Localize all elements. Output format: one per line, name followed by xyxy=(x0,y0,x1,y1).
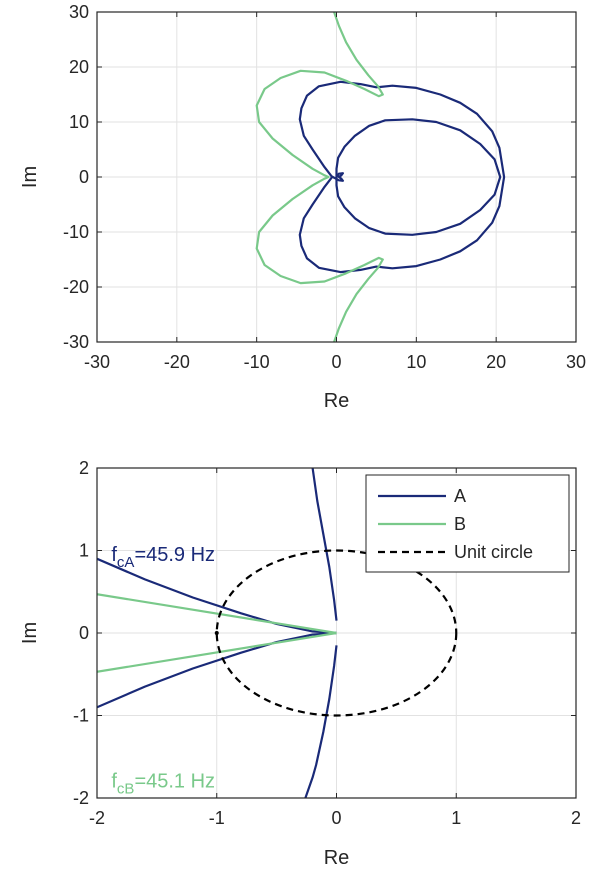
legend: AB Unit circle xyxy=(365,474,570,573)
y-tick-label: -10 xyxy=(63,222,89,242)
y-tick-label: -2 xyxy=(73,788,89,808)
y-tick-label: 1 xyxy=(79,541,89,561)
annotation-cutoff-B: fcB=45.1 Hz xyxy=(111,770,215,797)
x-axis-label: Re xyxy=(324,847,350,869)
y-tick-label: -30 xyxy=(63,332,89,352)
x-tick-label: -1 xyxy=(209,808,225,828)
x-tick-label: 20 xyxy=(486,352,506,372)
series-A-line xyxy=(97,631,337,709)
series-A-line xyxy=(304,645,338,798)
y-tick-label: 0 xyxy=(79,623,89,643)
series-B-line xyxy=(255,12,384,342)
legend-label-unit: Unit circle xyxy=(454,542,533,562)
y-axis-label: Im xyxy=(19,622,41,644)
y-tick-label: 10 xyxy=(69,112,89,132)
series-group xyxy=(97,468,458,798)
chart-panel-1: -30 -20 -10 0 10 20 30 30 20 10 0 -10 -20 -30 Re Im xyxy=(19,2,586,412)
series-A-inner-line xyxy=(335,118,502,236)
y-tick-label: 0 xyxy=(79,167,89,187)
y-tick-label: 30 xyxy=(69,2,89,22)
y-axis-label: Im xyxy=(19,166,41,188)
y-tick-label: 2 xyxy=(79,458,89,478)
x-tick-label: 1 xyxy=(451,808,461,828)
critical-point-marker xyxy=(214,631,219,635)
chart-panel-2: -2 -1 0 1 2 2 1 0 -1 -2 Re Im fcA=45.9 Hz fcB=45.1 Hz… xyxy=(19,458,581,869)
x-tick-label: -30 xyxy=(84,352,110,372)
annotation-cutoff-A: fcA=45.9 Hz xyxy=(111,544,215,571)
legend-label-A: A xyxy=(454,486,466,506)
x-tick-label: -20 xyxy=(164,352,190,372)
series-A-line xyxy=(97,557,337,635)
y-tick-label: 20 xyxy=(69,57,89,77)
x-tick-label: -2 xyxy=(89,808,105,828)
series-unit-circle xyxy=(215,549,458,717)
x-axis-label: Re xyxy=(324,390,350,412)
series-A-line xyxy=(311,468,338,621)
x-tick-label: -10 xyxy=(244,352,270,372)
series-B-line xyxy=(97,631,337,673)
legend-label-B: B xyxy=(454,514,466,534)
x-tick-label: 0 xyxy=(331,808,341,828)
series-group xyxy=(255,12,506,342)
series-B-line xyxy=(97,593,337,635)
x-tick-label: 0 xyxy=(331,352,341,372)
y-tick-label: -20 xyxy=(63,277,89,297)
y-tick-label: -1 xyxy=(73,706,89,726)
x-tick-label: 10 xyxy=(406,352,426,372)
x-tick-label: 2 xyxy=(571,808,581,828)
x-tick-label: 30 xyxy=(566,352,586,372)
